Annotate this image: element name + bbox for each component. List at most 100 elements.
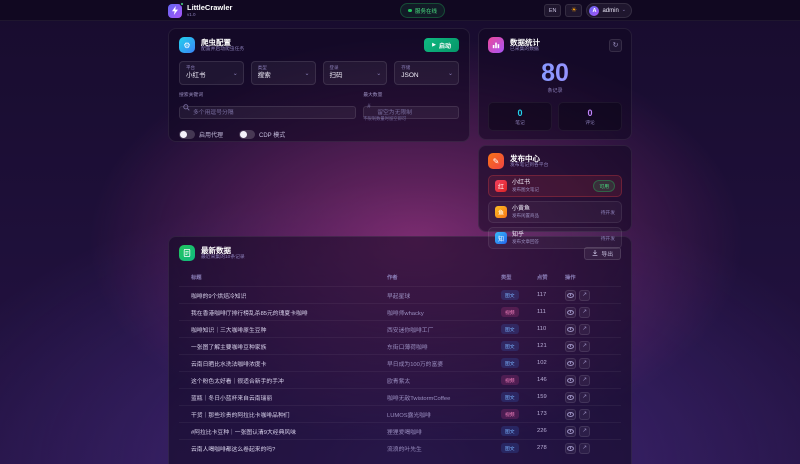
table-row: 这个粉色太好看｜很适合新手的手冲 欧青紫太 视频 146 ↗ [179,371,621,389]
data-stats-panel: 数据统计 已采集的数据 ↻ 80 条记录 0 笔记 0 评论 [478,28,632,140]
view-button[interactable] [565,289,576,301]
open-link-button[interactable]: ↗ [579,374,590,386]
status-badge: 可用 [593,180,615,192]
publish-item-xiaohuangyu[interactable]: 鱼 小黄鱼 发布闲置商品 待开发 [488,201,622,223]
user-menu[interactable]: A admin ⌄ [586,3,632,18]
row-likes: 146 [525,371,553,389]
table-row: #阿拉比卡豆种｜一张图认清9大经典风味 狸狸爱喝咖啡 图文 226 ↗ [179,422,621,440]
start-button[interactable]: ▶ 启动 [424,38,459,52]
external-link-icon: ↗ [582,377,587,383]
external-link-icon: ↗ [582,360,587,366]
external-link-icon: ↗ [582,411,587,417]
open-link-button[interactable]: ↗ [579,425,590,437]
language-toggle-button[interactable]: EN [543,4,562,17]
row-author: 咖啡无敌TwistormCoffee [375,388,489,406]
row-author: 流浪的叶先生 [375,439,489,457]
open-link-button[interactable]: ↗ [579,391,590,403]
table-row: 蓝瓶｜冬日小蓝杯来自云南瑞丽 咖啡无敌TwistormCoffee 图文 159… [179,388,621,406]
row-likes: 102 [525,354,553,372]
login-select[interactable]: 登录 扫码 ⌄ [322,61,388,85]
type-badge: 图文 [501,392,519,402]
latest-data-table: 标题 作者 类型 点赞 操作 咖啡的9个烘焙冷知识 早起星球 图文 117 ↗ … [179,269,621,457]
external-link-icon: ↗ [582,326,587,332]
gear-icon: ⚙ [179,37,195,53]
download-icon [592,250,598,256]
max-count-input[interactable] [363,106,459,119]
xiaohuangyu-icon: 鱼 [495,206,507,218]
open-link-button[interactable]: ↗ [579,306,590,318]
type-badge: 图文 [501,358,519,368]
chevron-down-icon: ⌄ [447,71,453,77]
keyword-label: 搜索关键词 [179,93,203,98]
open-link-button[interactable]: ↗ [579,323,590,335]
total-records-value: 80 [488,60,622,86]
view-button[interactable] [565,374,576,386]
crawler-config-panel: ⚙ 爬虫配置 配置并启动爬虫任务 ▶ 启动 平台 小红书 ⌄ 类型 [168,28,470,142]
open-link-button[interactable]: ↗ [579,289,590,301]
toggle-track [239,130,256,139]
row-likes: 110 [525,320,553,338]
type-badge: 视频 [501,307,519,317]
table-header-row: 标题 作者 类型 点赞 操作 [179,269,621,287]
online-dot [179,2,184,6]
publish-center-panel: ✎ 发布中心 发布笔记到各平台 红 小红书 发布图文笔记 可用 [478,145,632,249]
view-button[interactable] [565,408,576,420]
export-button[interactable]: 导出 [584,246,621,260]
app-version: v1.0 [187,12,196,17]
view-button[interactable] [565,425,576,437]
eye-icon [567,326,574,332]
type-badge: 图文 [501,290,519,300]
open-link-button[interactable]: ↗ [579,357,590,369]
eye-icon [567,343,574,349]
config-subtitle: 配置并启动爬虫任务 [201,46,245,52]
status-badge: 待开发 [600,236,615,242]
type-badge: 图文 [501,341,519,351]
view-button[interactable] [565,391,576,403]
eye-icon [567,309,574,315]
avatar: A [589,5,600,16]
format-select[interactable]: 存储 JSON ⌄ [394,61,459,85]
row-title: 我在香港咖啡厅排行榜乱杀85元的瑰夏卡咖啡 [179,303,375,321]
username: admin [602,7,619,14]
publish-item-xiaohongshu[interactable]: 红 小红书 发布图文笔记 可用 [488,175,622,197]
publish-item-zhihu[interactable]: 知 知乎 发布文章回答 待开发 [488,227,622,249]
view-button[interactable] [565,442,576,454]
table-row: 干货｜那些珍贵的阿拉比卡咖啡品种们 LUMOS露光咖啡 视频 173 ↗ [179,405,621,423]
view-button[interactable] [565,357,576,369]
col-author: 作者 [387,275,398,281]
view-button[interactable] [565,323,576,335]
row-title: 云南人喝咖啡都这么卷起来的吗? [179,439,375,457]
view-button[interactable] [565,340,576,352]
type-badge: 视频 [501,375,519,385]
table-row: 咖啡知识｜三大咖啡原生豆种 西安迷你咖啡工厂 图文 110 ↗ [179,320,621,338]
sun-icon: ☀ [570,7,578,14]
external-link-icon: ↗ [582,309,587,315]
open-link-button[interactable]: ↗ [579,340,590,352]
proxy-toggle[interactable]: 启用代理 [179,130,223,139]
zhihu-icon: 知 [495,232,507,244]
xiaohongshu-icon: 红 [495,180,507,192]
view-button[interactable] [565,306,576,318]
row-title: 咖啡的9个烘焙冷知识 [179,286,375,304]
open-link-button[interactable]: ↗ [579,442,590,454]
row-author: 西安迷你咖啡工厂 [375,320,489,338]
table-row: 咖啡的9个烘焙冷知识 早起星球 图文 117 ↗ [179,286,621,304]
col-likes: 点赞 [537,275,548,281]
table-row: 云南日晒比水洗法咖啡浓度卡 早日成为100万的富婆 图文 102 ↗ [179,354,621,372]
row-author: 早起星球 [375,286,489,304]
open-link-button[interactable]: ↗ [579,408,590,420]
platform-select[interactable]: 平台 小红书 ⌄ [179,61,244,85]
max-count-label: 最大数量 [363,93,383,98]
latest-title: 最新数据 [201,245,231,255]
pencil-icon: ✎ [488,153,504,169]
row-likes: 278 [525,439,553,457]
type-select[interactable]: 类型 搜索 ⌄ [250,61,316,85]
row-author: 狸狸爱喝咖啡 [375,422,489,440]
app-logo-icon [168,2,184,18]
refresh-button[interactable]: ↻ [609,38,622,52]
theme-toggle-button[interactable]: ☀ [565,4,583,17]
row-likes: 173 [525,405,553,423]
keyword-input[interactable] [179,106,357,119]
total-records-label: 条记录 [547,88,563,94]
cdp-mode-toggle[interactable]: CDP 模式 [239,130,285,139]
